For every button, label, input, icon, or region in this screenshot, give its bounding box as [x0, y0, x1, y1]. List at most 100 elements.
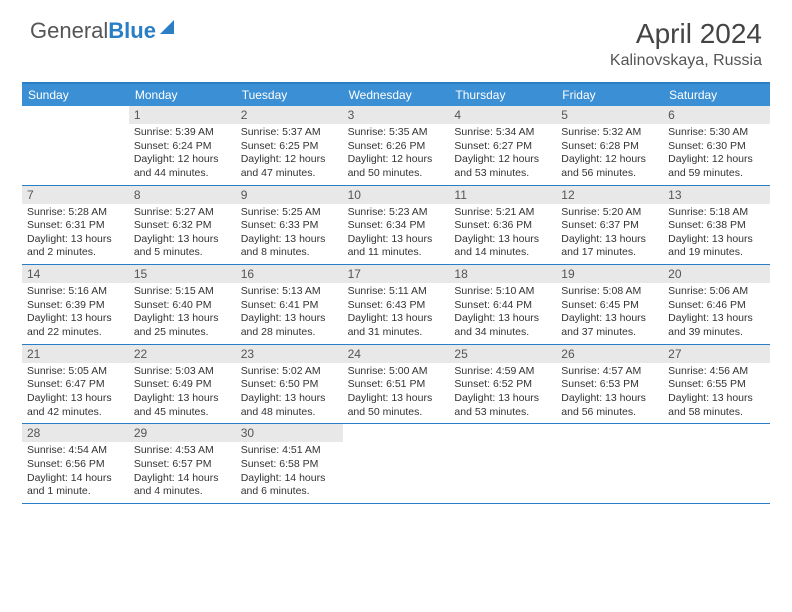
calendar: SundayMondayTuesdayWednesdayThursdayFrid… [22, 82, 770, 504]
daylight-text: Daylight: 13 hours and 19 minutes. [668, 233, 765, 260]
daylight-text: Daylight: 13 hours and 53 minutes. [454, 392, 551, 419]
day-number [556, 424, 663, 428]
day-number: 8 [129, 186, 236, 204]
sunset-text: Sunset: 6:30 PM [668, 140, 765, 154]
day-info: Sunrise: 5:10 AMSunset: 6:44 PMDaylight:… [449, 283, 556, 344]
daylight-text: Daylight: 13 hours and 56 minutes. [561, 392, 658, 419]
day-header: Tuesday [236, 84, 343, 106]
sunrise-text: Sunrise: 5:37 AM [241, 126, 338, 140]
daylight-text: Daylight: 13 hours and 34 minutes. [454, 312, 551, 339]
sunset-text: Sunset: 6:26 PM [348, 140, 445, 154]
daylight-text: Daylight: 13 hours and 37 minutes. [561, 312, 658, 339]
daylight-text: Daylight: 13 hours and 2 minutes. [27, 233, 124, 260]
sunrise-text: Sunrise: 5:11 AM [348, 285, 445, 299]
day-number [22, 106, 129, 110]
day-cell: 22Sunrise: 5:03 AMSunset: 6:49 PMDayligh… [129, 345, 236, 424]
day-number: 22 [129, 345, 236, 363]
sunset-text: Sunset: 6:39 PM [27, 299, 124, 313]
logo-triangle-icon [160, 20, 174, 34]
logo-text: GeneralBlue [30, 18, 156, 44]
daylight-text: Daylight: 14 hours and 4 minutes. [134, 472, 231, 499]
sunset-text: Sunset: 6:27 PM [454, 140, 551, 154]
sunrise-text: Sunrise: 4:57 AM [561, 365, 658, 379]
day-info: Sunrise: 5:25 AMSunset: 6:33 PMDaylight:… [236, 204, 343, 265]
sunset-text: Sunset: 6:51 PM [348, 378, 445, 392]
day-cell: 26Sunrise: 4:57 AMSunset: 6:53 PMDayligh… [556, 345, 663, 424]
day-number: 12 [556, 186, 663, 204]
day-number: 23 [236, 345, 343, 363]
daylight-text: Daylight: 12 hours and 56 minutes. [561, 153, 658, 180]
day-header: Friday [556, 84, 663, 106]
sunset-text: Sunset: 6:36 PM [454, 219, 551, 233]
daylight-text: Daylight: 13 hours and 11 minutes. [348, 233, 445, 260]
week-row: 7Sunrise: 5:28 AMSunset: 6:31 PMDaylight… [22, 186, 770, 266]
sunset-text: Sunset: 6:46 PM [668, 299, 765, 313]
day-cell [449, 424, 556, 503]
day-info: Sunrise: 5:37 AMSunset: 6:25 PMDaylight:… [236, 124, 343, 185]
day-number: 9 [236, 186, 343, 204]
sunset-text: Sunset: 6:44 PM [454, 299, 551, 313]
daylight-text: Daylight: 13 hours and 50 minutes. [348, 392, 445, 419]
weeks-container: 1Sunrise: 5:39 AMSunset: 6:24 PMDaylight… [22, 106, 770, 504]
sunrise-text: Sunrise: 5:28 AM [27, 206, 124, 220]
day-cell: 12Sunrise: 5:20 AMSunset: 6:37 PMDayligh… [556, 186, 663, 265]
daylight-text: Daylight: 13 hours and 31 minutes. [348, 312, 445, 339]
sunrise-text: Sunrise: 5:18 AM [668, 206, 765, 220]
sunset-text: Sunset: 6:43 PM [348, 299, 445, 313]
day-info: Sunrise: 5:02 AMSunset: 6:50 PMDaylight:… [236, 363, 343, 424]
day-info: Sunrise: 5:30 AMSunset: 6:30 PMDaylight:… [663, 124, 770, 185]
sunrise-text: Sunrise: 5:05 AM [27, 365, 124, 379]
daylight-text: Daylight: 13 hours and 17 minutes. [561, 233, 658, 260]
day-header: Thursday [449, 84, 556, 106]
sunset-text: Sunset: 6:34 PM [348, 219, 445, 233]
sunrise-text: Sunrise: 5:34 AM [454, 126, 551, 140]
day-info: Sunrise: 5:23 AMSunset: 6:34 PMDaylight:… [343, 204, 450, 265]
daylight-text: Daylight: 13 hours and 25 minutes. [134, 312, 231, 339]
sunrise-text: Sunrise: 4:53 AM [134, 444, 231, 458]
day-number: 24 [343, 345, 450, 363]
day-number: 18 [449, 265, 556, 283]
sunrise-text: Sunrise: 5:10 AM [454, 285, 551, 299]
daylight-text: Daylight: 13 hours and 58 minutes. [668, 392, 765, 419]
day-cell: 4Sunrise: 5:34 AMSunset: 6:27 PMDaylight… [449, 106, 556, 185]
day-cell: 3Sunrise: 5:35 AMSunset: 6:26 PMDaylight… [343, 106, 450, 185]
day-cell: 14Sunrise: 5:16 AMSunset: 6:39 PMDayligh… [22, 265, 129, 344]
week-row: 21Sunrise: 5:05 AMSunset: 6:47 PMDayligh… [22, 345, 770, 425]
day-number: 27 [663, 345, 770, 363]
sunset-text: Sunset: 6:52 PM [454, 378, 551, 392]
daylight-text: Daylight: 13 hours and 5 minutes. [134, 233, 231, 260]
sunset-text: Sunset: 6:31 PM [27, 219, 124, 233]
sunrise-text: Sunrise: 5:23 AM [348, 206, 445, 220]
day-info: Sunrise: 5:20 AMSunset: 6:37 PMDaylight:… [556, 204, 663, 265]
day-cell: 21Sunrise: 5:05 AMSunset: 6:47 PMDayligh… [22, 345, 129, 424]
day-cell: 6Sunrise: 5:30 AMSunset: 6:30 PMDaylight… [663, 106, 770, 185]
day-cell: 13Sunrise: 5:18 AMSunset: 6:38 PMDayligh… [663, 186, 770, 265]
week-row: 28Sunrise: 4:54 AMSunset: 6:56 PMDayligh… [22, 424, 770, 504]
day-info: Sunrise: 5:34 AMSunset: 6:27 PMDaylight:… [449, 124, 556, 185]
day-cell: 27Sunrise: 4:56 AMSunset: 6:55 PMDayligh… [663, 345, 770, 424]
day-number: 20 [663, 265, 770, 283]
day-number: 28 [22, 424, 129, 442]
logo-text-blue: Blue [108, 18, 156, 43]
day-cell [556, 424, 663, 503]
daylight-text: Daylight: 12 hours and 50 minutes. [348, 153, 445, 180]
day-number: 1 [129, 106, 236, 124]
day-info: Sunrise: 4:57 AMSunset: 6:53 PMDaylight:… [556, 363, 663, 424]
logo-text-general: General [30, 18, 108, 43]
day-info: Sunrise: 5:05 AMSunset: 6:47 PMDaylight:… [22, 363, 129, 424]
day-cell [22, 106, 129, 185]
day-info: Sunrise: 5:03 AMSunset: 6:49 PMDaylight:… [129, 363, 236, 424]
daylight-text: Daylight: 13 hours and 14 minutes. [454, 233, 551, 260]
sunrise-text: Sunrise: 4:59 AM [454, 365, 551, 379]
day-number: 2 [236, 106, 343, 124]
day-info: Sunrise: 4:53 AMSunset: 6:57 PMDaylight:… [129, 442, 236, 503]
day-number: 13 [663, 186, 770, 204]
sunset-text: Sunset: 6:50 PM [241, 378, 338, 392]
day-cell [663, 424, 770, 503]
sunset-text: Sunset: 6:55 PM [668, 378, 765, 392]
day-info: Sunrise: 5:06 AMSunset: 6:46 PMDaylight:… [663, 283, 770, 344]
sunset-text: Sunset: 6:37 PM [561, 219, 658, 233]
sunrise-text: Sunrise: 5:15 AM [134, 285, 231, 299]
sunset-text: Sunset: 6:41 PM [241, 299, 338, 313]
sunrise-text: Sunrise: 4:54 AM [27, 444, 124, 458]
